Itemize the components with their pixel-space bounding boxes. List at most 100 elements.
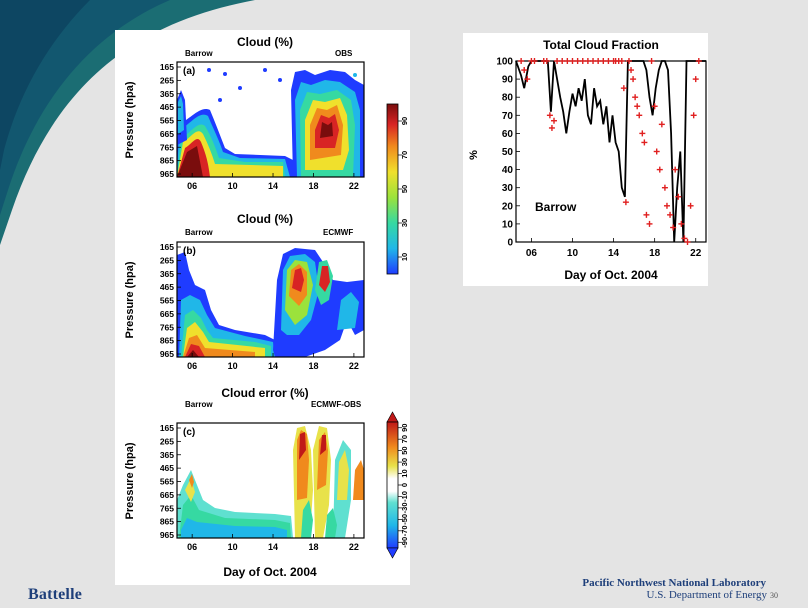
x-tick-label-a-0: 06 bbox=[187, 181, 197, 191]
rc-y-tick-label-6: 60 bbox=[502, 129, 514, 140]
heatmap-b-location: Barrow bbox=[185, 228, 213, 237]
footer-organization: Pacific Northwest National Laboratory bbox=[582, 577, 766, 589]
rc-y-tick-label-0: 0 bbox=[507, 238, 513, 249]
y-tick-label-c-0: 165 bbox=[160, 423, 174, 433]
cloud-fraction-marker bbox=[531, 58, 538, 64]
rc-x-tick-label-2: 14 bbox=[608, 248, 620, 259]
cloud-fraction-marker bbox=[622, 199, 629, 206]
colorbar-error-ticks: -90-70-50-30-10 0 10 30 50 70 90 bbox=[398, 424, 409, 548]
footer-department-text: U.S. Department of Energy bbox=[646, 589, 767, 601]
y-tick-label-c-8: 965 bbox=[160, 530, 174, 540]
rc-y-tick-label-4: 40 bbox=[502, 165, 514, 176]
y-tick-label-c-3: 465 bbox=[160, 463, 174, 473]
cloud-fraction-y-ticks: 0 10 20 30 40 50 60 70 80 90 100 bbox=[496, 57, 520, 249]
x-tick-label-a-1: 10 bbox=[228, 181, 238, 191]
y-tick-label-c-5: 665 bbox=[160, 490, 174, 500]
cb2-ticks-label-3: -30 bbox=[400, 502, 409, 513]
rc-y-tick-label-1: 10 bbox=[502, 219, 514, 230]
cloud-fraction-marker bbox=[579, 58, 586, 64]
cloud-fraction-marker bbox=[695, 58, 702, 64]
cloud-fraction-marker bbox=[625, 58, 632, 64]
cb2-ticks-label-5: 0 bbox=[400, 483, 409, 487]
cloud-fraction-marker bbox=[600, 58, 607, 64]
rc-y-tick-label-10: 100 bbox=[496, 57, 513, 68]
heatmap-b-field bbox=[177, 242, 364, 357]
decorative-swoosh bbox=[0, 0, 255, 245]
rc-y-tick-label-8: 80 bbox=[502, 93, 514, 104]
x-tick-label-a-3: 18 bbox=[308, 181, 318, 191]
cb2-ticks-label-0: -90 bbox=[400, 537, 409, 548]
y-tick-label-b-4: 565 bbox=[160, 296, 174, 306]
heatmap-c-source: ECMWF-OBS bbox=[311, 400, 362, 409]
cloud-fraction-marker bbox=[678, 220, 685, 227]
rc-y-tick-label-3: 30 bbox=[502, 183, 514, 194]
y-tick-label-c-4: 565 bbox=[160, 477, 174, 487]
rc-x-tick-label-0: 06 bbox=[526, 248, 538, 259]
y-tick-label-a-8: 965 bbox=[160, 169, 174, 179]
x-tick-label-b-4: 22 bbox=[349, 361, 359, 371]
cb2-ticks-label-8: 50 bbox=[400, 446, 409, 454]
cb1-ticks-label-2: 50 bbox=[400, 185, 409, 193]
cloud-fraction-marker bbox=[559, 58, 566, 64]
y-tick-label-a-0: 165 bbox=[160, 62, 174, 72]
cloud-fraction-marker bbox=[584, 58, 591, 64]
cloud-fraction-marker bbox=[554, 58, 561, 64]
cloud-fraction-marker bbox=[675, 193, 682, 200]
heatmap-a-y-ticks: 165 265 365 465 565 665 765 865 965 bbox=[160, 62, 181, 179]
y-tick-label-c-6: 765 bbox=[160, 503, 174, 513]
heatmap-c-x-ticks: 06 10 14 18 22 bbox=[187, 534, 359, 552]
cloud-fraction-marker bbox=[663, 202, 670, 209]
y-tick-label-b-6: 765 bbox=[160, 322, 174, 332]
rc-x-tick-label-4: 22 bbox=[690, 248, 702, 259]
cb2-ticks-label-7: 30 bbox=[400, 458, 409, 466]
cloud-fraction-marker bbox=[590, 58, 597, 64]
cloud-fraction-marker bbox=[658, 121, 665, 128]
heatmap-c-xlabel: Day of Oct. 2004 bbox=[223, 565, 317, 579]
cloud-fraction-marker bbox=[656, 166, 663, 173]
cloud-fraction-line bbox=[515, 60, 706, 243]
x-tick-label-c-0: 06 bbox=[187, 542, 197, 552]
cloud-fraction-marker bbox=[548, 124, 555, 131]
cloud-fraction-marker bbox=[681, 235, 688, 242]
y-tick-label-b-2: 365 bbox=[160, 269, 174, 279]
x-tick-label-b-0: 06 bbox=[187, 361, 197, 371]
cloud-fraction-marker bbox=[639, 130, 646, 137]
x-tick-label-a-4: 22 bbox=[349, 181, 359, 191]
cloud-fraction-xlabel: Day of Oct. 2004 bbox=[564, 268, 658, 282]
cloud-fraction-x-ticks: 06 10 14 18 22 bbox=[526, 238, 702, 259]
cloud-fraction-panel: Total Cloud Fraction 0 10 20 30 40 50 60 70 80 90… bbox=[463, 33, 708, 286]
colorbar-cloud bbox=[386, 103, 399, 275]
cb2-ticks-label-9: 70 bbox=[400, 435, 409, 443]
cloud-fraction-marker bbox=[661, 184, 668, 191]
cloud-fraction-marker bbox=[524, 76, 531, 83]
rc-y-tick-label-9: 90 bbox=[502, 75, 514, 86]
y-tick-label-c-2: 365 bbox=[160, 450, 174, 460]
cloud-fraction-annotation: Barrow bbox=[535, 200, 577, 214]
cloud-fraction-marker bbox=[646, 220, 653, 227]
footer-department: U.S. Department of Energy 30 bbox=[647, 589, 778, 601]
x-tick-label-b-3: 18 bbox=[308, 361, 318, 371]
heatmaps-panel: Cloud (%) Barrow OBS bbox=[115, 30, 410, 585]
heatmap-a-panel-label: (a) bbox=[183, 66, 195, 77]
cloud-fraction-marker bbox=[618, 58, 625, 64]
y-tick-label-b-5: 665 bbox=[160, 309, 174, 319]
rc-y-tick-label-7: 70 bbox=[502, 111, 514, 122]
cloud-fraction-title: Total Cloud Fraction bbox=[543, 38, 659, 52]
cb1-ticks-label-3: 70 bbox=[400, 151, 409, 159]
heatmap-c-ylabel: Pressure (hpa) bbox=[124, 442, 136, 519]
cb2-ticks-label-2: -50 bbox=[400, 514, 409, 525]
cloud-fraction-marker bbox=[641, 139, 648, 146]
cloud-fraction-marker bbox=[692, 76, 699, 83]
heatmap-c-panel-label: (c) bbox=[183, 427, 195, 438]
cloud-fraction-marker bbox=[521, 67, 528, 74]
heatmap-c-title: Cloud error (%) bbox=[221, 386, 308, 400]
rc-y-tick-label-2: 20 bbox=[502, 201, 514, 212]
cloud-fraction-marker bbox=[605, 58, 612, 64]
cloud-fraction-marker bbox=[543, 58, 550, 64]
cloud-fraction-marker bbox=[690, 112, 697, 119]
cloud-fraction-marker bbox=[648, 58, 655, 64]
y-tick-label-b-0: 165 bbox=[160, 242, 174, 252]
cloud-fraction-marker bbox=[672, 166, 679, 173]
rc-y-tick-label-5: 50 bbox=[502, 147, 514, 158]
heatmap-a-field bbox=[177, 62, 364, 177]
